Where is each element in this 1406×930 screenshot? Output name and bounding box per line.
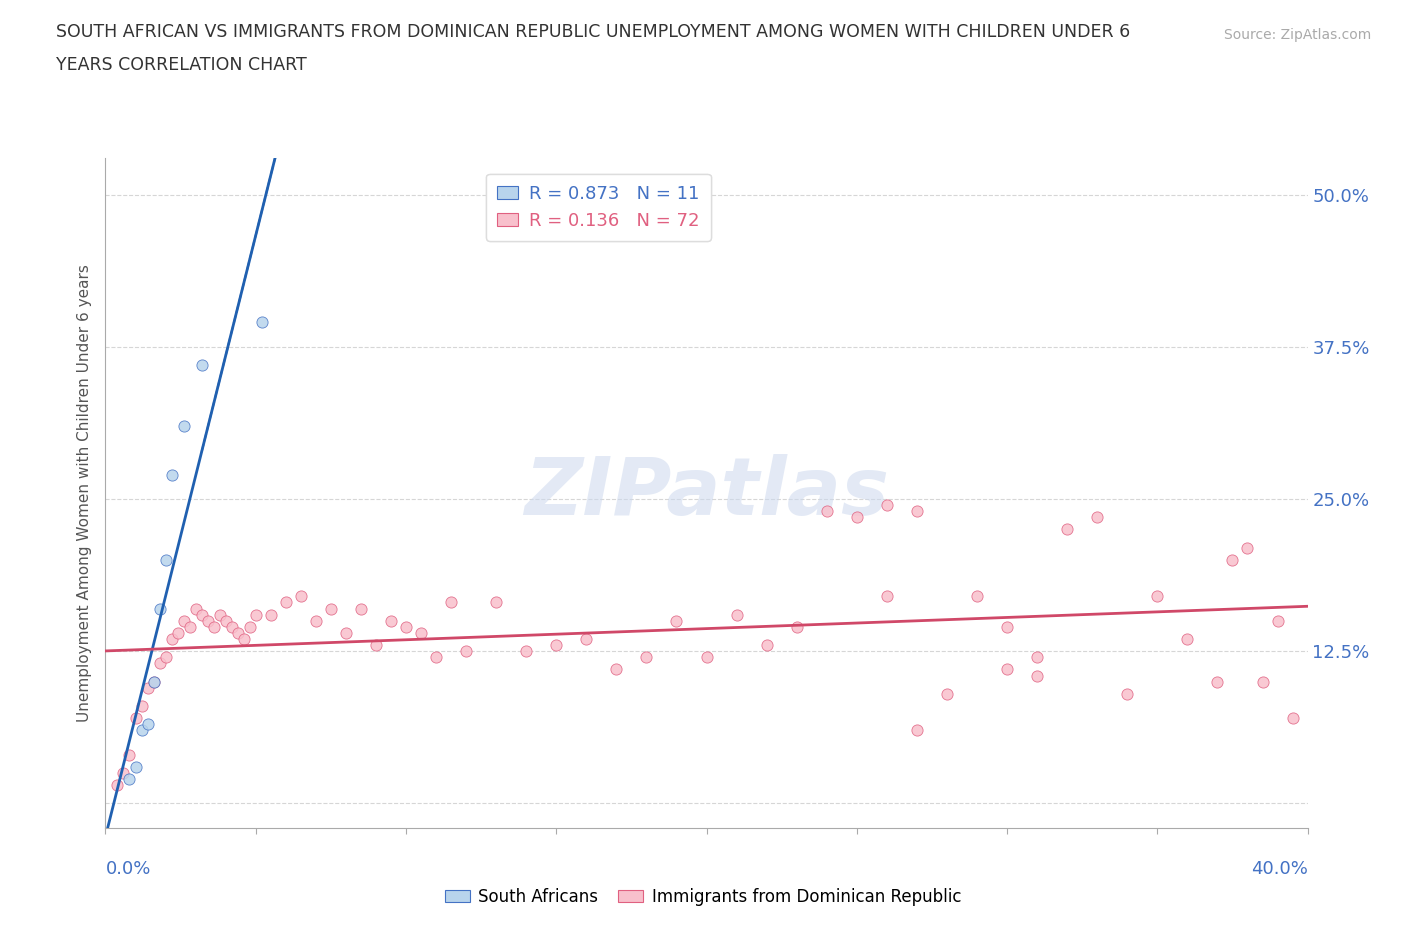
Point [160,467,183,482]
Point [208,607,231,622]
Point [260,607,283,622]
Point [1175,631,1198,646]
Point [112,765,135,780]
Text: Source: ZipAtlas.com: Source: ZipAtlas.com [1223,28,1371,42]
Point [786,619,808,634]
Point [131,698,153,713]
Point [1026,668,1049,683]
Point [350,601,373,616]
Point [274,595,297,610]
Point [226,626,249,641]
Point [290,589,312,604]
Text: 0.0%: 0.0% [105,860,150,878]
Point [136,680,159,695]
Point [815,504,838,519]
Point [221,619,243,634]
Point [440,595,463,610]
Point [1222,552,1244,567]
Point [142,674,165,689]
Point [136,717,159,732]
Y-axis label: Unemployment Among Women with Children Under 6 years: Unemployment Among Women with Children U… [76,264,91,722]
Point [142,674,165,689]
Text: YEARS CORRELATION CHART: YEARS CORRELATION CHART [56,56,307,73]
Point [696,650,718,665]
Point [148,601,170,616]
Point [1026,650,1049,665]
Point [845,510,868,525]
Legend: R = 0.873   N = 11, R = 0.136   N = 72: R = 0.873 N = 11, R = 0.136 N = 72 [486,174,710,241]
Point [1267,613,1289,628]
Point [936,686,959,701]
Point [409,626,432,641]
Point [155,552,177,567]
Point [995,619,1018,634]
Point [232,631,254,646]
Point [905,723,928,737]
Legend: South Africans, Immigrants from Dominican Republic: South Africans, Immigrants from Dominica… [439,881,967,912]
Point [155,650,177,665]
Point [364,638,387,653]
Point [1085,510,1108,525]
Point [725,607,748,622]
Point [197,613,219,628]
Point [876,589,898,604]
Point [190,358,212,373]
Point [605,662,627,677]
Point [239,619,262,634]
Point [665,613,688,628]
Point [319,601,342,616]
Point [876,498,898,512]
Point [636,650,658,665]
Point [245,607,267,622]
Point [995,662,1018,677]
Point [173,613,195,628]
Point [966,589,988,604]
Point [250,315,273,330]
Point [214,613,236,628]
Point [1056,522,1078,537]
Point [305,613,328,628]
Point [124,711,146,725]
Point [190,607,212,622]
Point [755,638,778,653]
Point [395,619,418,634]
Point [160,631,183,646]
Text: ZIPatlas: ZIPatlas [524,454,889,532]
Text: 40.0%: 40.0% [1251,860,1308,878]
Point [1236,540,1258,555]
Point [485,595,508,610]
Point [148,656,170,671]
Point [1251,674,1274,689]
Point [179,619,201,634]
Point [1116,686,1139,701]
Point [1206,674,1229,689]
Point [1281,711,1303,725]
Point [173,418,195,433]
Point [131,723,153,737]
Point [107,777,129,792]
Point [118,772,141,787]
Point [202,619,225,634]
Text: SOUTH AFRICAN VS IMMIGRANTS FROM DOMINICAN REPUBLIC UNEMPLOYMENT AMONG WOMEN WIT: SOUTH AFRICAN VS IMMIGRANTS FROM DOMINIC… [56,23,1130,41]
Point [118,747,141,762]
Point [124,760,146,775]
Point [184,601,207,616]
Point [575,631,598,646]
Point [1146,589,1168,604]
Point [380,613,402,628]
Point [546,638,568,653]
Point [905,504,928,519]
Point [454,644,477,658]
Point [515,644,537,658]
Point [166,626,188,641]
Point [425,650,447,665]
Point [335,626,357,641]
